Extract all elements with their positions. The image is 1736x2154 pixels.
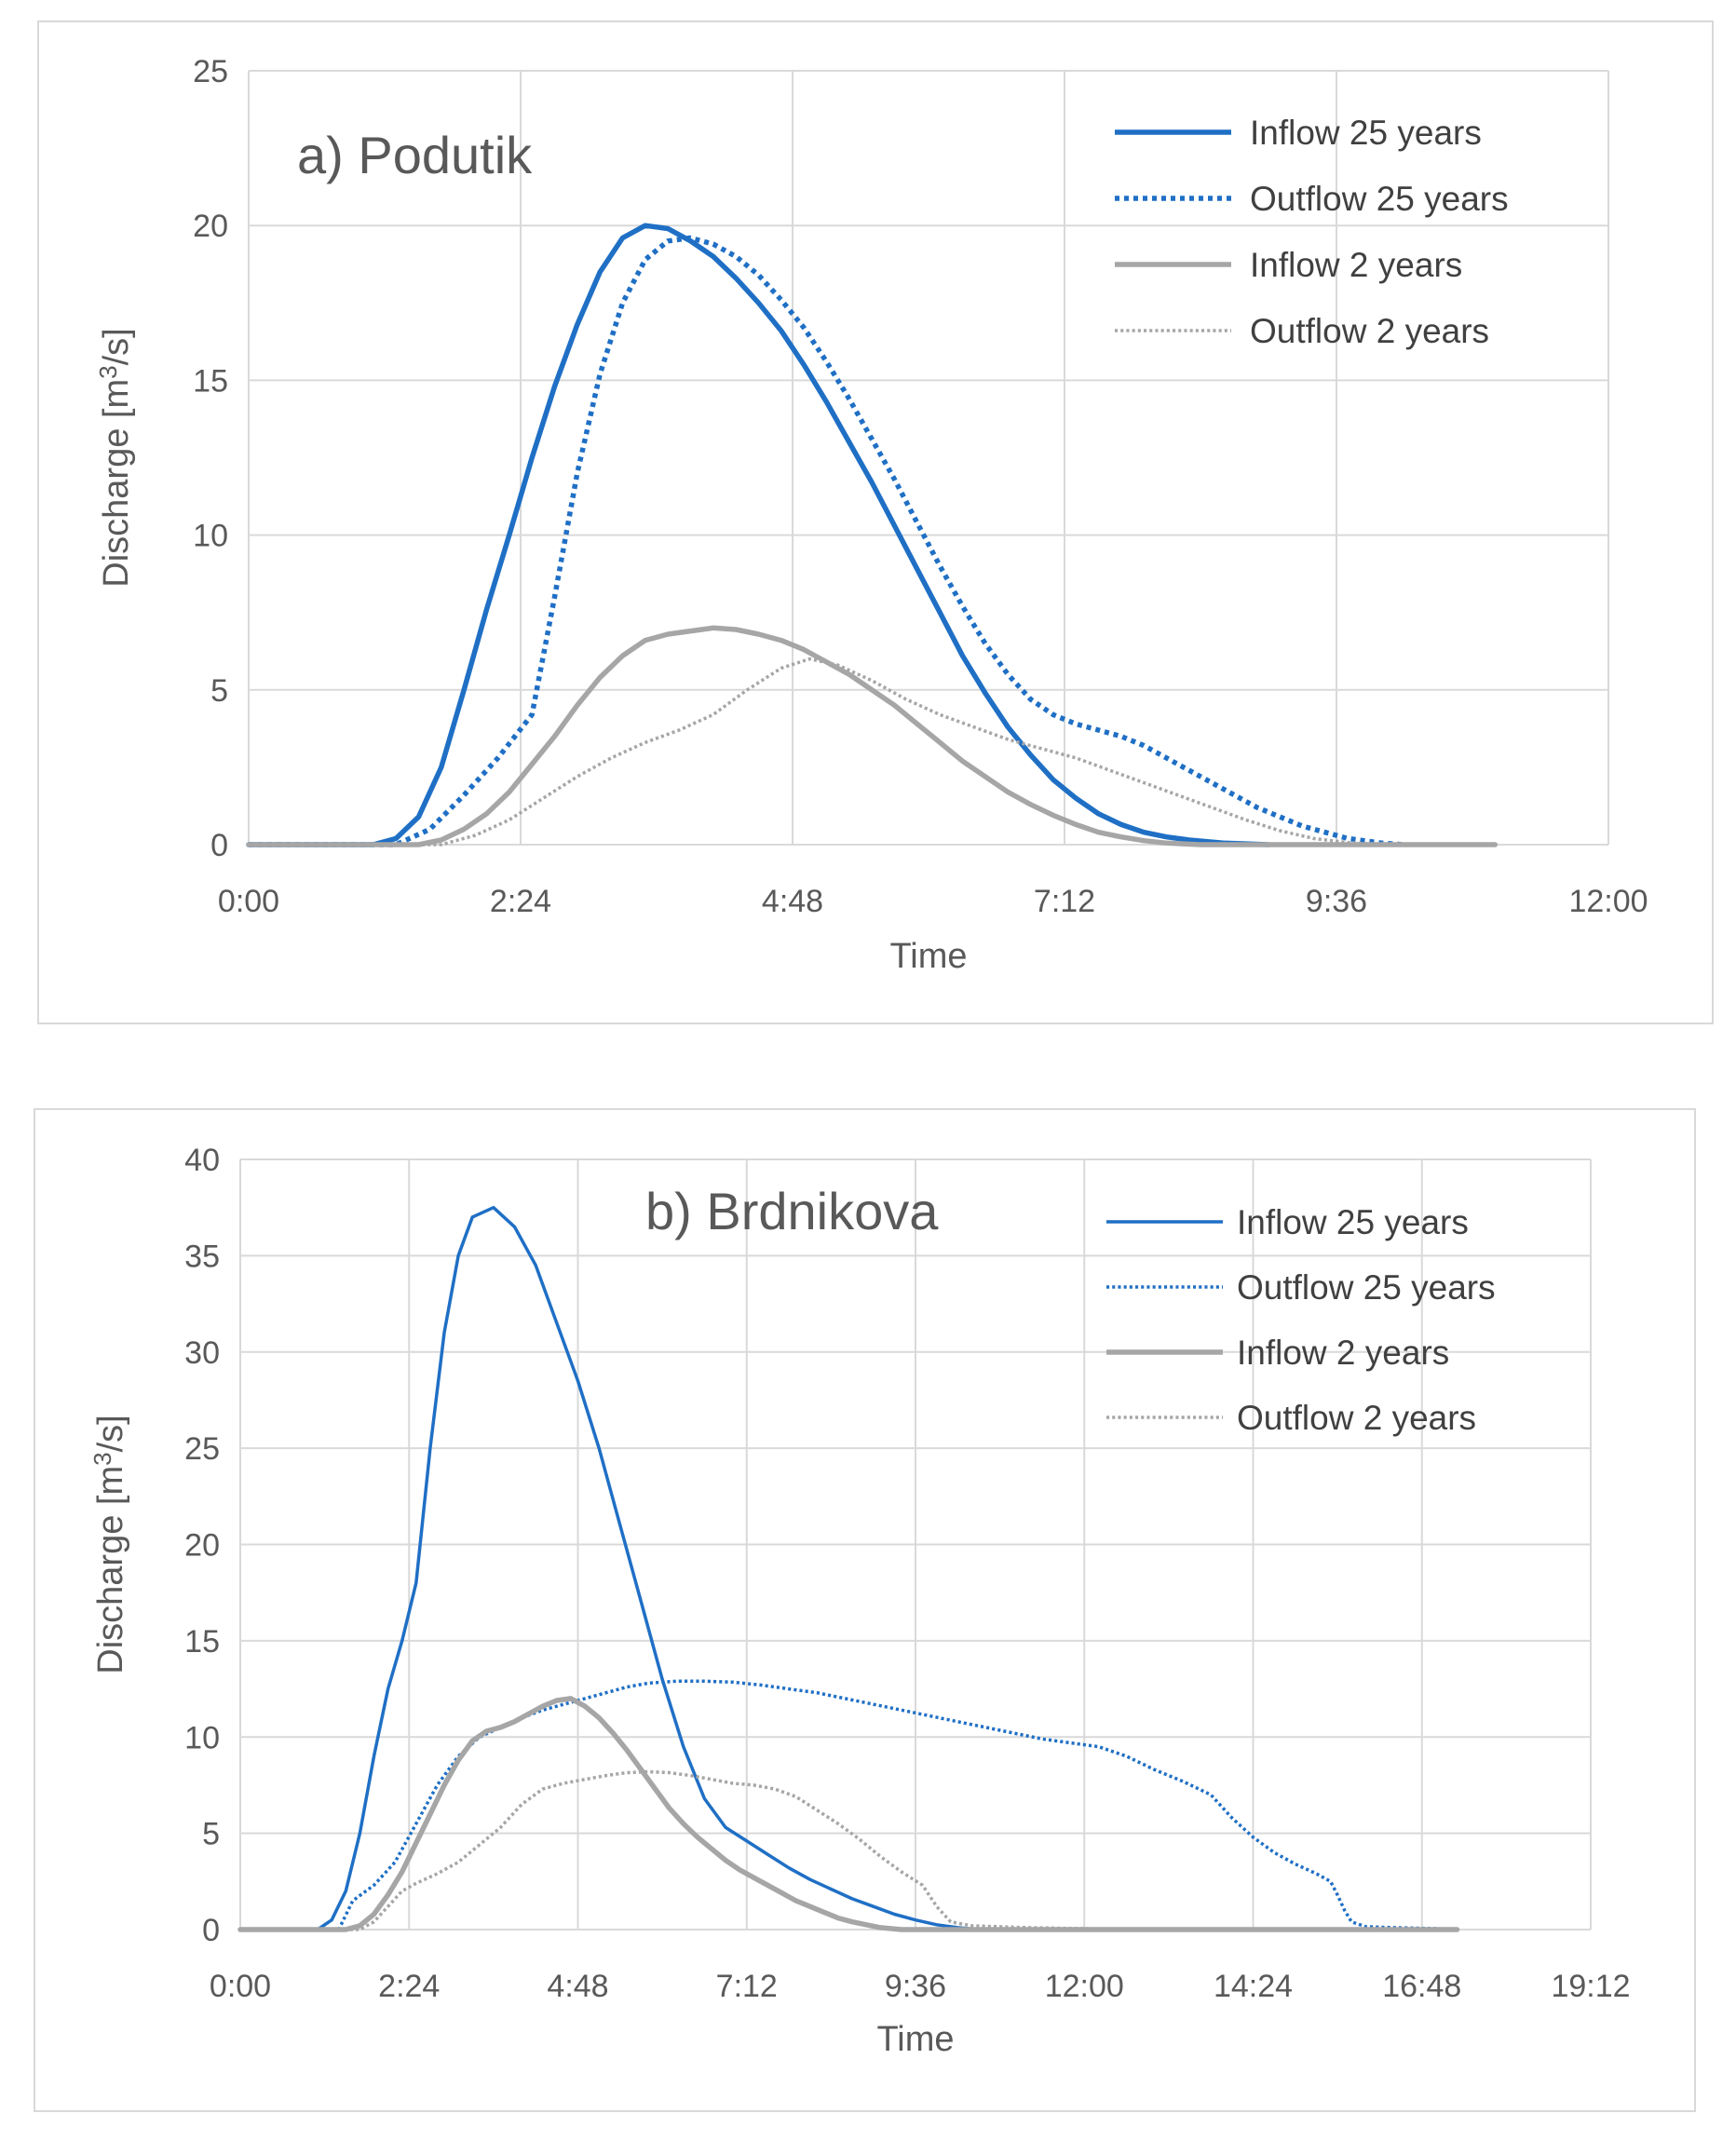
- y-tick-label: 5: [202, 1817, 220, 1852]
- x-tick-label: 2:24: [378, 1969, 440, 2004]
- legend-label-inflow-25-years: Inflow 25 years: [1250, 114, 1482, 152]
- legend-label-outflow-2-years: Outflow 2 years: [1237, 1399, 1476, 1437]
- chart-panel-podutik: 0 5 10 15 20 25 0:00 2:24 4:48 7:12 9:36 12:00 Time D…: [37, 20, 1714, 1024]
- gridlines: [239, 1158, 1592, 1930]
- x-tick-label: 7:12: [1034, 884, 1095, 919]
- y-tick-label: 35: [184, 1239, 220, 1274]
- series-lines: [237, 1205, 1460, 1932]
- y-tick-label: 20: [193, 209, 228, 244]
- x-axis-title: Time: [889, 937, 967, 976]
- x-tick-label: 16:48: [1382, 1969, 1461, 2004]
- series-line-inflow-25-years: [246, 223, 1271, 847]
- y-tick-label: 20: [184, 1528, 220, 1564]
- x-tick-label: 7:12: [716, 1969, 778, 2004]
- chart-panel-brdnikova: 0 5 10 15 20 25 30 35 40 0:00 2:24 4:48 7:12 9:36 12:0…: [34, 1108, 1696, 2112]
- chart-brdnikova: 0 5 10 15 20 25 30 35 40 0:00 2:24 4:48 7:12 9:36 12:0…: [88, 1143, 1631, 2059]
- legend-label-inflow-2-years: Inflow 2 years: [1250, 246, 1462, 284]
- y-axis-title: Discharge [m3/s]: [94, 328, 136, 587]
- legend-label-outflow-25-years: Outflow 25 years: [1237, 1268, 1496, 1307]
- y-tick-label: 5: [210, 673, 228, 709]
- x-tick-label: 4:48: [547, 1969, 608, 2004]
- x-tick-label: 0:00: [210, 1969, 271, 2004]
- legend-label-inflow-25-years: Inflow 25 years: [1237, 1203, 1469, 1241]
- legend-label-outflow-2-years: Outflow 2 years: [1250, 312, 1489, 350]
- y-tick-label: 10: [184, 1720, 220, 1755]
- gridlines: [248, 70, 1609, 846]
- series-line-outflow-25-years: [249, 235, 1405, 847]
- y-axis-title: Discharge [m3/s]: [88, 1415, 130, 1673]
- series-line-inflow-25-years: [238, 1205, 1459, 1931]
- series-line-outflow-2-years: [249, 657, 1496, 847]
- x-axis-title: Time: [876, 2020, 954, 2059]
- y-tick-label: 30: [184, 1335, 220, 1371]
- chart-podutik: 0 5 10 15 20 25 0:00 2:24 4:48 7:12 9:36 12:00 Time D…: [94, 54, 1648, 976]
- legend-label-inflow-2-years: Inflow 2 years: [1237, 1334, 1449, 1372]
- x-tick-label: 9:36: [885, 1969, 946, 2004]
- series-line-inflow-2-years: [237, 1696, 1460, 1932]
- x-tick-label: 2:24: [490, 884, 551, 919]
- x-tick-label: 14:24: [1214, 1969, 1293, 2004]
- series-line-inflow-2-years: [246, 625, 1499, 847]
- x-tick-label: 12:00: [1045, 1969, 1124, 2004]
- x-tick-label: 19:12: [1551, 1969, 1630, 2004]
- y-tick-label: 0: [210, 828, 228, 863]
- chart-title-podutik: a) Podutik: [297, 126, 533, 184]
- y-tick-label: 15: [184, 1624, 220, 1660]
- legend: Inflow 25 years Outflow 25 years Inflow 2 …: [1115, 114, 1509, 350]
- x-tick-label: 0:00: [218, 884, 279, 919]
- legend: Inflow 25 years Outflow 25 years Inflow 2 …: [1106, 1203, 1496, 1437]
- y-tick-label: 0: [202, 1913, 220, 1948]
- x-tick-label: 4:48: [762, 884, 823, 919]
- chart-title-brdnikova: b) Brdnikova: [645, 1182, 939, 1240]
- y-tick-label: 15: [193, 363, 228, 399]
- y-tick-label: 10: [193, 519, 228, 554]
- x-tick-label: 9:36: [1306, 884, 1367, 919]
- y-tick-label: 25: [193, 54, 228, 89]
- y-tick-label: 25: [184, 1431, 220, 1467]
- x-tick-label: 12:00: [1568, 884, 1648, 919]
- series-lines: [246, 223, 1499, 847]
- legend-label-outflow-25-years: Outflow 25 years: [1250, 180, 1509, 218]
- series-line-outflow-2-years: [240, 1769, 1458, 1931]
- series-line-outflow-25-years: [240, 1679, 1458, 1931]
- y-tick-label: 40: [184, 1143, 220, 1178]
